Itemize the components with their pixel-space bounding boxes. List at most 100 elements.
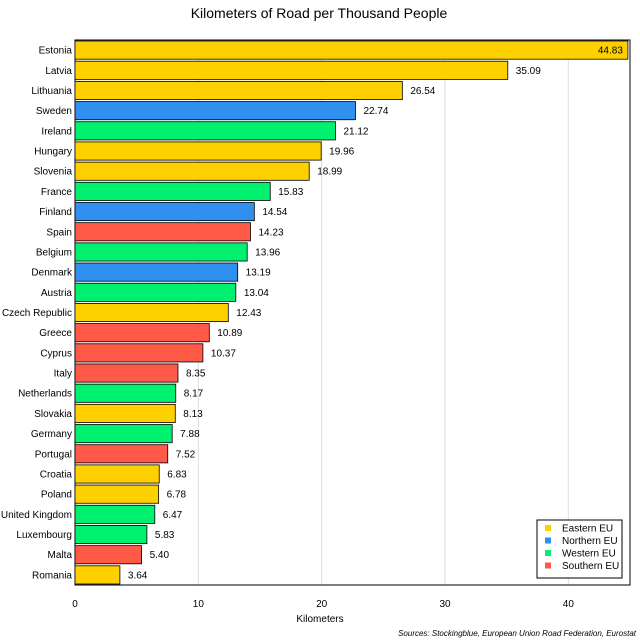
x-tick-label: 30: [439, 599, 451, 610]
category-label: Latvia: [45, 66, 72, 77]
bar: [74, 80, 403, 100]
legend-swatch: [545, 550, 551, 556]
bar: [74, 181, 271, 201]
category-label: Belgium: [36, 247, 72, 258]
category-label: Romania: [32, 570, 72, 581]
x-tick-labels: 0 10 20 30 40: [72, 599, 574, 610]
value-label: 13.96: [255, 247, 280, 258]
x-tick-label: 40: [563, 599, 575, 610]
bar: [74, 565, 121, 585]
value-label: 13.04: [244, 288, 269, 299]
bar: [74, 484, 160, 504]
value-label: 15.83: [278, 187, 303, 198]
category-label: Lithuania: [31, 86, 72, 97]
bar: [74, 303, 229, 322]
bar: [74, 262, 239, 282]
bar: [74, 363, 179, 383]
category-label: Malta: [48, 550, 73, 561]
value-label: 7.88: [180, 429, 200, 440]
x-tick-label: 20: [316, 599, 328, 610]
value-label: 8.13: [183, 409, 203, 420]
bar: [74, 323, 210, 343]
value-label: 6.83: [167, 469, 187, 480]
legend-box: [536, 519, 623, 579]
legend-entry: Northern EU: [562, 536, 618, 547]
bar: [74, 222, 251, 242]
category-label: Spain: [46, 227, 72, 238]
category-label: France: [41, 187, 73, 198]
value-label: 8.17: [184, 389, 204, 400]
x-tick-label: 0: [72, 599, 78, 610]
category-label: Austria: [41, 288, 73, 299]
value-label: 35.09: [516, 66, 541, 77]
value-label: 14.23: [259, 227, 284, 238]
legend-entry: Western EU: [562, 549, 616, 560]
value-label: 26.54: [410, 86, 435, 97]
bar: [74, 444, 169, 464]
bar: [74, 383, 177, 403]
category-label: Sweden: [36, 106, 72, 117]
value-label: 8.35: [186, 369, 206, 380]
category-label: Finland: [39, 207, 72, 218]
category-label: Cyprus: [40, 348, 72, 359]
value-label: 22.74: [363, 106, 388, 117]
bar: [74, 343, 204, 363]
bar: [74, 525, 148, 545]
bar: [74, 545, 142, 565]
bar: [74, 403, 176, 423]
bar: [74, 161, 310, 181]
category-label: Croatia: [40, 469, 73, 480]
category-label: Italy: [54, 369, 72, 380]
legend-entry: Southern EU: [562, 561, 619, 572]
value-label: 44.83: [598, 46, 623, 57]
bar: [74, 464, 160, 484]
bar: [74, 60, 509, 80]
bar: [74, 121, 336, 141]
chart-title: Kilometers of Road per Thousand People: [191, 5, 448, 21]
category-label: United Kingdom: [1, 510, 72, 521]
value-label: 6.47: [163, 510, 183, 521]
category-label: Ireland: [41, 126, 72, 137]
value-label: 7.52: [176, 449, 196, 460]
category-label: Estonia: [39, 46, 73, 57]
category-label: Germany: [31, 429, 72, 440]
category-label: Luxembourg: [16, 530, 72, 541]
bars: [74, 40, 629, 585]
value-label: 10.89: [217, 328, 242, 339]
category-label: Slovenia: [34, 167, 73, 178]
bar: [74, 141, 322, 161]
value-label: 18.99: [317, 167, 342, 178]
value-label: 5.83: [155, 530, 175, 541]
value-label: 21.12: [343, 126, 368, 137]
category-label: Denmark: [31, 268, 73, 279]
category-label: Greece: [39, 328, 72, 339]
category-label: Slovakia: [34, 409, 72, 420]
value-label: 14.54: [262, 207, 287, 218]
source-note: Sources: Stockingblue, European Union Ro…: [398, 629, 637, 638]
category-labels: Estonia Latvia Lithuania Sweden Ireland Hunga…: [1, 46, 73, 582]
legend-swatch: [545, 562, 551, 569]
value-label: 3.64: [128, 570, 148, 581]
bar: [74, 101, 356, 121]
bar: [74, 202, 255, 222]
legend-swatch: [545, 537, 551, 544]
category-label: Czech Republic: [2, 308, 72, 319]
value-label: 13.19: [246, 268, 271, 279]
category-label: Poland: [41, 490, 72, 501]
x-tick-label: 10: [193, 599, 205, 610]
bar: [74, 282, 237, 302]
value-label: 10.37: [211, 348, 236, 359]
category-label: Hungary: [34, 147, 72, 158]
bar: [74, 40, 629, 60]
value-label: 12.43: [236, 308, 261, 319]
value-label: 19.96: [329, 147, 354, 158]
value-labels: 44.83 35.09 26.54 22.74 21.12 19.96 18.99 15.83…: [128, 46, 623, 582]
legend-entry: Eastern EU: [562, 524, 613, 535]
category-label: Netherlands: [18, 389, 72, 400]
x-axis-label: Kilometers: [296, 614, 343, 625]
category-label: Portugal: [35, 449, 72, 460]
value-label: 6.78: [167, 490, 187, 501]
bar: [74, 242, 248, 262]
